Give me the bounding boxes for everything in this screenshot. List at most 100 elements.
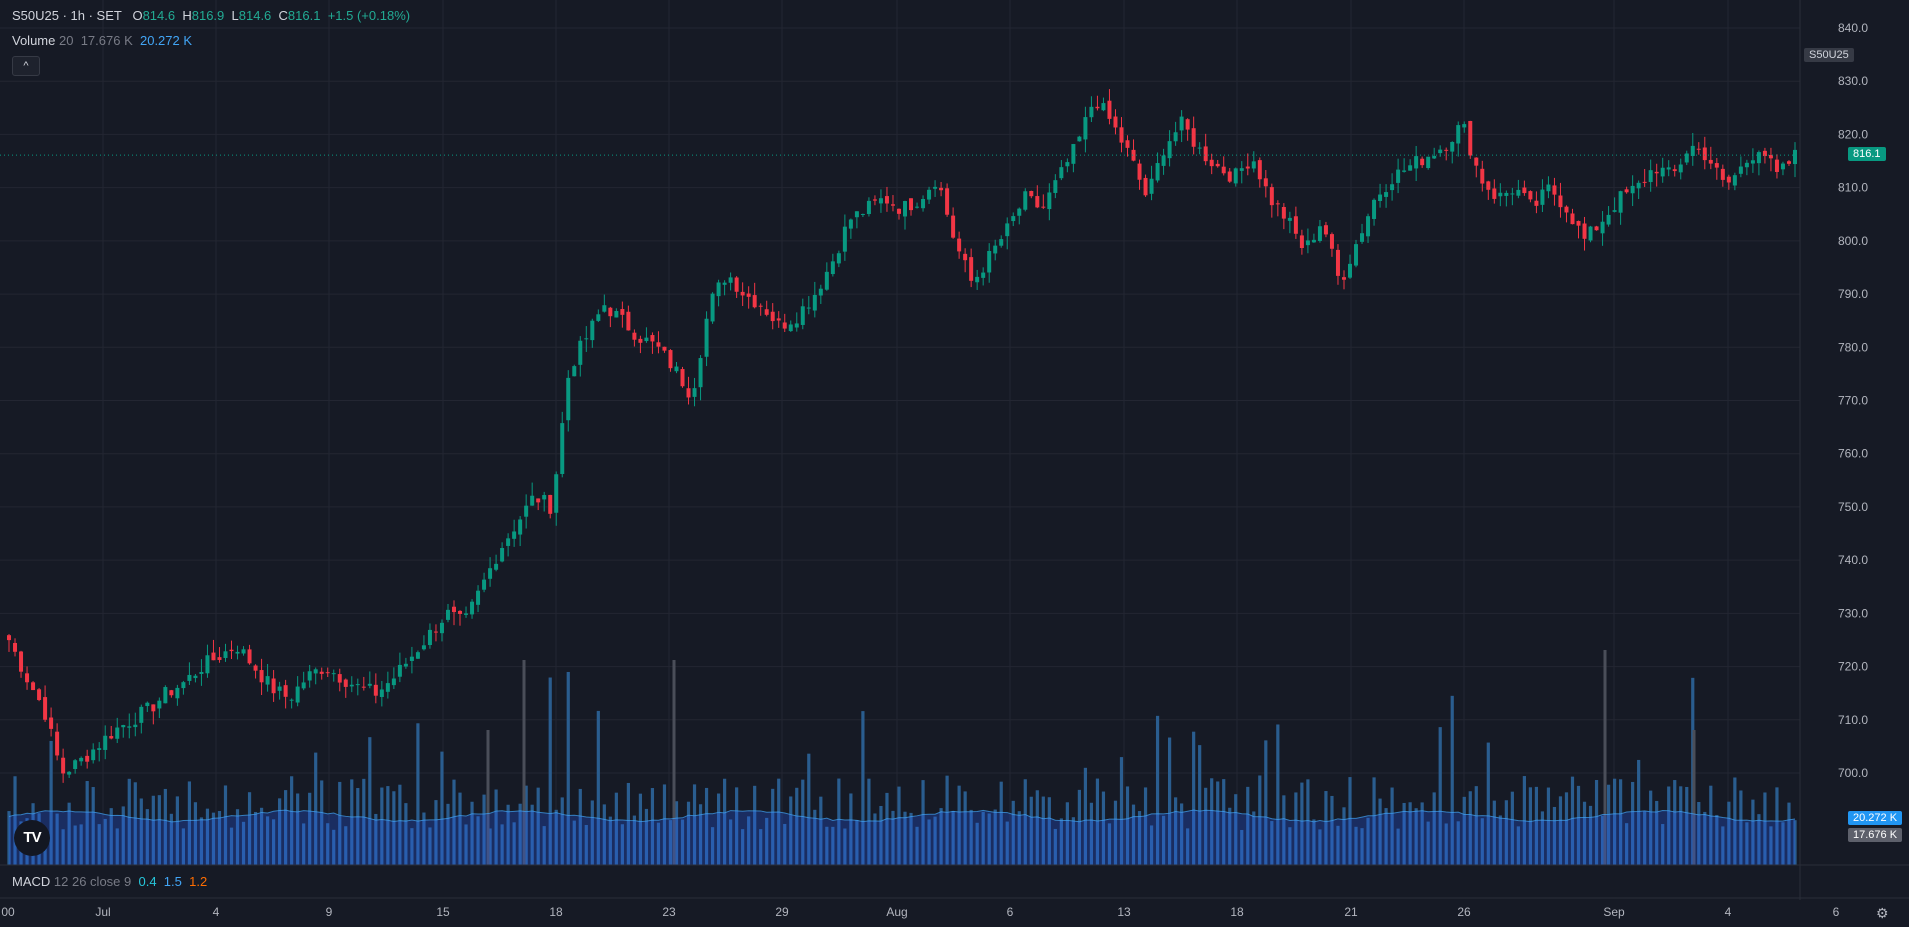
candle: [205, 644, 210, 678]
tradingview-logo[interactable]: TV: [14, 820, 50, 856]
volume-bar: [1017, 811, 1021, 865]
volume-bar: [897, 786, 901, 865]
volume-bar: [933, 816, 937, 865]
volume-bar: [1570, 776, 1575, 865]
symbol-label[interactable]: S50U25 · 1h · SET: [12, 8, 122, 23]
volume-bar: [765, 817, 769, 865]
volume-bar: [374, 813, 378, 865]
candle: [866, 197, 871, 217]
candle: [1131, 139, 1136, 162]
volume-legend[interactable]: Volume 20 17.676 K 20.272 K: [12, 33, 192, 48]
volume-bar: [903, 811, 907, 865]
candle: [1726, 174, 1731, 190]
volume-bar: [674, 801, 679, 865]
price-tick-label: 740.0: [1838, 553, 1868, 567]
candle: [578, 336, 583, 377]
time-axis: 00 Jul 4 9 15 18 23 29 Aug 6 13 18 21 26 Sep 4 6: [0, 864, 1909, 919]
candle: [584, 326, 589, 352]
volume-bar: [1787, 802, 1791, 865]
candle: [211, 639, 216, 661]
volume-bar: [1619, 779, 1623, 865]
price-tick-label: 750.0: [1838, 500, 1868, 514]
candle: [343, 678, 348, 698]
candle: [1179, 110, 1184, 143]
candle: [1780, 161, 1785, 176]
volume-bar: [975, 822, 979, 865]
candle: [1173, 121, 1178, 146]
volume-bar: [1426, 821, 1430, 865]
candle: [878, 189, 883, 213]
volume-bar: [446, 803, 450, 865]
candle: [1251, 151, 1256, 173]
candle: [788, 320, 793, 332]
volume-bar: [939, 808, 943, 865]
candle: [1077, 135, 1082, 142]
macd-legend[interactable]: MACD 12 26 close 9 0.4 1.5 1.2: [12, 874, 207, 889]
volume-bar: [1631, 781, 1635, 865]
volume-label: Volume: [12, 33, 56, 48]
candle: [1720, 164, 1725, 187]
candle: [872, 195, 877, 206]
volume-bar: [1354, 826, 1358, 865]
volume-bar: [783, 823, 787, 865]
volume-bar: [91, 787, 95, 865]
candle: [1233, 167, 1238, 187]
price-axis: 840.0 830.0 820.0 810.0 800.0 790.0 780.0 770.0…: [1799, 0, 1909, 927]
candle: [1618, 190, 1623, 225]
candle: [494, 554, 499, 572]
volume-bar: [1186, 828, 1190, 865]
candle: [31, 681, 36, 691]
volume-bar: [1673, 780, 1677, 865]
volume-bar: [1390, 787, 1394, 865]
volume-bar: [1781, 822, 1785, 865]
volume-bar: [1769, 826, 1773, 865]
volume-bar: [1480, 818, 1484, 865]
volume-bar: [813, 809, 817, 865]
candle: [1630, 175, 1635, 207]
candle: [1774, 154, 1779, 179]
candle: [1648, 159, 1653, 192]
last-price-tag: 816.1: [1848, 147, 1886, 162]
volume-bar: [843, 828, 847, 865]
candle: [1420, 156, 1425, 168]
volume-bar: [741, 829, 745, 865]
candle: [1468, 120, 1473, 159]
high-value: 816.9: [191, 8, 225, 23]
volume-bar: [1210, 778, 1214, 865]
time-tick-label: Sep: [1603, 905, 1625, 919]
candle: [860, 213, 865, 218]
candle: [975, 269, 980, 290]
candle: [734, 276, 739, 298]
macd-params: 12 26 close 9: [53, 874, 132, 889]
volume-ma-tag: 20.272 K: [1848, 811, 1903, 825]
volume-bar: [139, 798, 143, 865]
candle: [229, 640, 234, 660]
candle: [1654, 163, 1659, 187]
volume-bar: [963, 791, 967, 865]
candle: [55, 723, 60, 761]
volume-bar: [422, 812, 426, 865]
candle: [301, 671, 306, 691]
volume-bar: [103, 818, 107, 865]
gear-icon[interactable]: ⚙: [1876, 905, 1889, 921]
candle: [67, 771, 72, 778]
volume-bar: [486, 730, 490, 865]
volume-bar: [1324, 791, 1328, 865]
candle: [1245, 153, 1250, 176]
candle: [536, 498, 541, 511]
price-tick-label: 770.0: [1838, 394, 1868, 408]
candle: [1113, 109, 1118, 135]
candle: [981, 267, 986, 286]
volume-bar: [1661, 824, 1665, 865]
volume-bar: [951, 810, 955, 865]
volume-bar: [241, 821, 246, 865]
candle: [548, 494, 553, 519]
volume-bar: [1420, 802, 1424, 865]
candle: [355, 678, 360, 696]
candle: [632, 329, 637, 347]
candle: [1203, 133, 1208, 166]
collapse-legend-button[interactable]: ^: [12, 56, 40, 76]
volume-bar: [199, 817, 204, 865]
